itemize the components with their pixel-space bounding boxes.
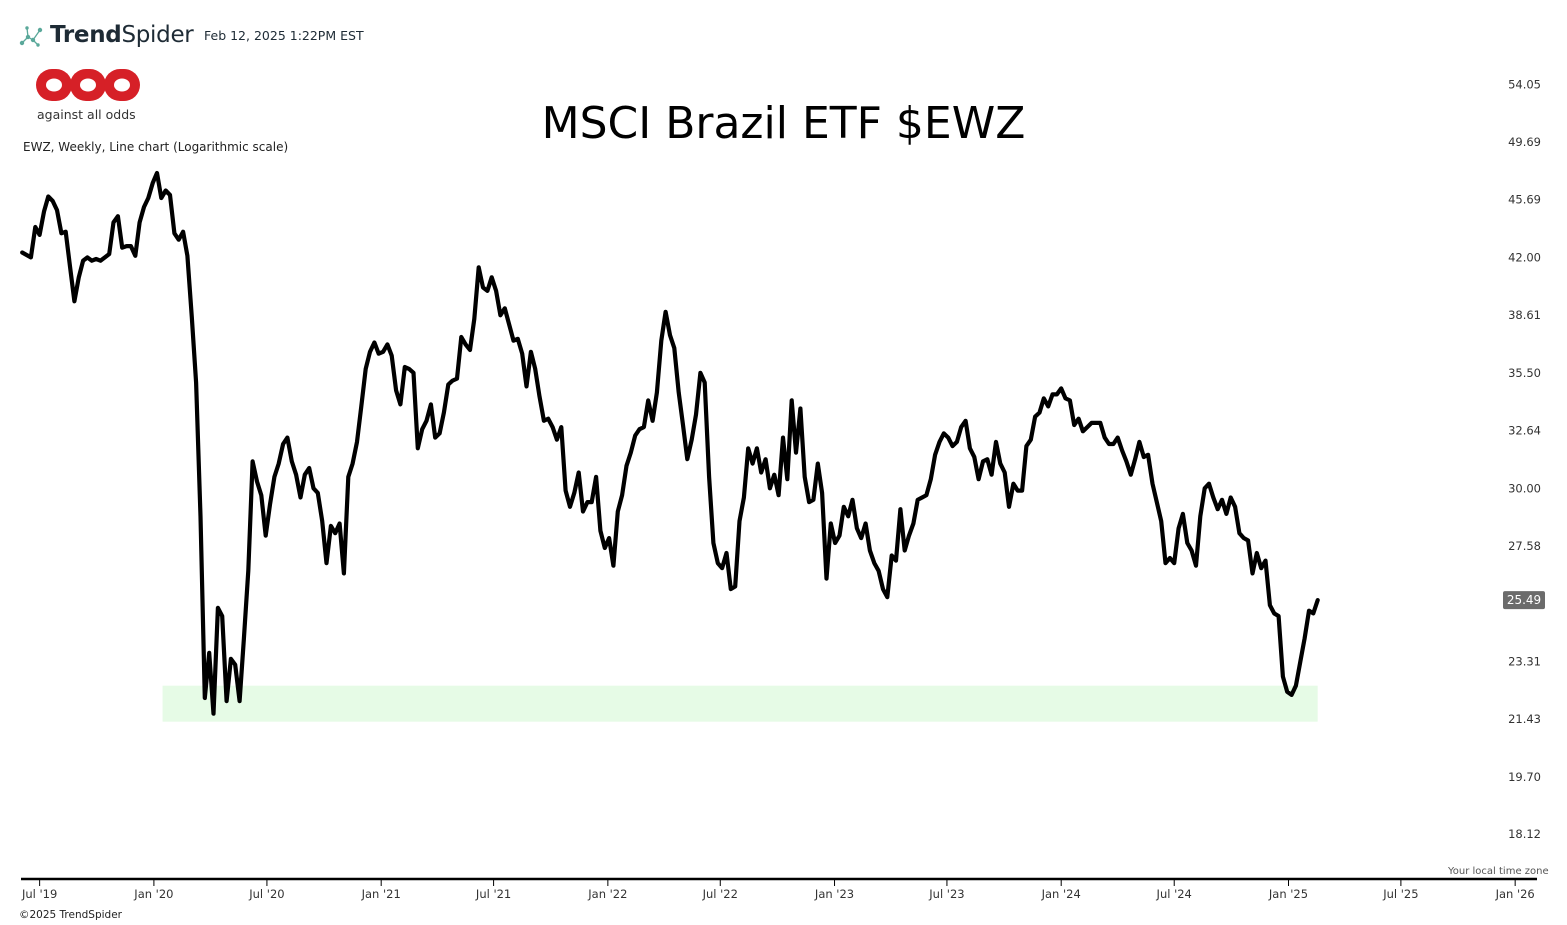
y-tick-label: 35.50: [1508, 366, 1541, 380]
support-zone-band: [162, 685, 1318, 722]
x-tick-label: Jul '24: [1156, 887, 1192, 901]
brand-name-light: Spider: [121, 22, 194, 48]
x-tick-label: Jan '22: [587, 887, 627, 901]
last-price-label: 25.49: [1507, 593, 1541, 607]
price-line-group: [20, 170, 1320, 716]
last-price-tag: 25.49: [1503, 591, 1545, 610]
chart-timestamp: Feb 12, 2025 1:22PM EST: [204, 28, 364, 43]
y-tick-label: 42.00: [1508, 250, 1541, 264]
y-tick-label: 54.05: [1508, 77, 1541, 91]
x-tick-label: Jan '20: [133, 887, 173, 901]
x-tick-label: Jul '20: [248, 887, 284, 901]
x-tick-label: Jul '22: [702, 887, 738, 901]
x-tick-label: Jan '25: [1268, 887, 1308, 901]
timezone-note: Your local time zone: [1448, 866, 1549, 877]
copyright: ©2025 TrendSpider: [19, 909, 122, 921]
y-tick-label: 45.69: [1508, 193, 1541, 207]
brand-name: TrendSpider: [50, 22, 194, 48]
y-tick-label: 32.64: [1508, 423, 1541, 437]
logo-tagline: against all odds: [37, 107, 136, 122]
trendspider-logo-icon: [19, 26, 43, 47]
last-price-box: [1503, 591, 1545, 610]
x-tick-label: Jan '24: [1041, 887, 1081, 901]
y-tick-label: 19.70: [1508, 770, 1541, 784]
x-tick-label: Jul '25: [1382, 887, 1418, 901]
series-label: EWZ, Weekly, Line chart (Logarithmic sca…: [23, 140, 289, 154]
chart-title: MSCI Brazil ETF $EWZ: [541, 98, 1026, 149]
x-tick-label: Jan '26: [1495, 887, 1535, 901]
y-tick-label: 21.43: [1508, 712, 1541, 726]
y-tick-label: 18.12: [1508, 827, 1541, 841]
x-axis-labels: Jul '19 Jan '20 Jul '20 Jan '21 Jul '21 Jan '…: [21, 879, 1535, 901]
y-tick-label: 30.00: [1508, 481, 1541, 495]
x-tick-label: Jul '23: [928, 887, 964, 901]
y-tick-label: 38.61: [1508, 308, 1541, 322]
x-tick-label: Jan '23: [814, 887, 854, 901]
y-tick-label: 23.31: [1508, 654, 1541, 668]
against-all-odds-logo: [36, 69, 140, 101]
y-tick-label: 27.58: [1508, 539, 1541, 553]
y-axis-labels: 54.05 49.69 45.69 42.00 38.61 35.50 32.64 30.00…: [1508, 77, 1541, 841]
price-line: [20, 170, 1320, 716]
x-tick-label: Jul '19: [21, 887, 57, 901]
x-tick-label: Jan '21: [361, 887, 401, 901]
y-tick-label: 49.69: [1508, 135, 1541, 149]
x-tick-label: Jul '21: [475, 887, 511, 901]
chart-title-wrap: MSCI Brazil ETF $EWZ: [0, 98, 1567, 149]
brand-name-bold: Trend: [50, 22, 122, 48]
